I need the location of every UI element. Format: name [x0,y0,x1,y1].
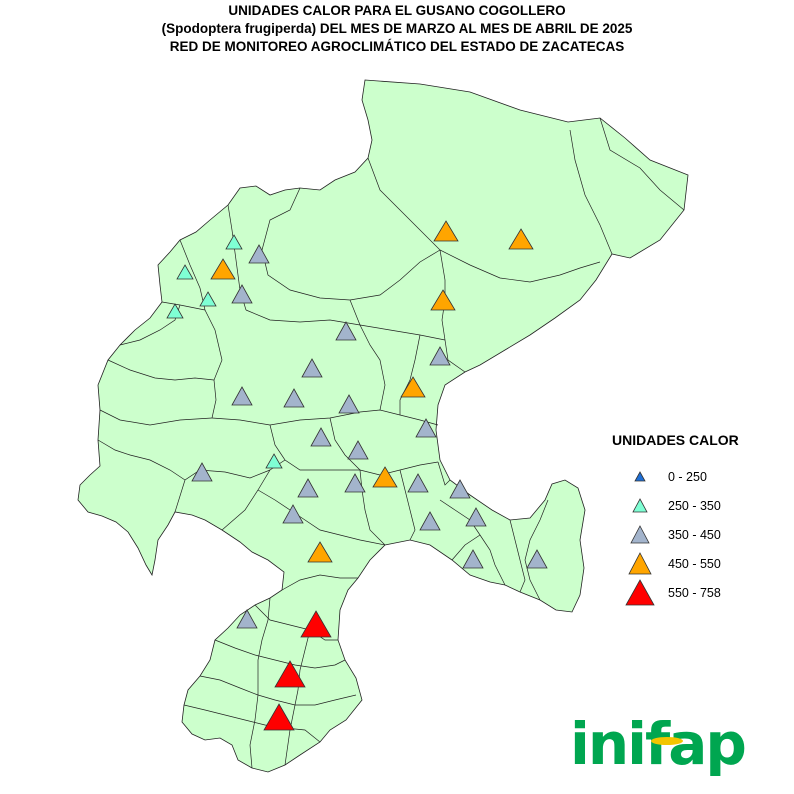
station-marker [335,321,357,341]
inifap-logo-graphic: inifap [570,710,747,778]
legend-item: 450 - 550 [612,549,782,578]
map-title: UNIDADES CALOR PARA EL GUSANO COGOLLERO … [0,2,794,56]
legend-label-1: 250 - 350 [668,498,721,513]
station-marker [372,466,398,488]
legend-item: 250 - 350 [612,491,782,520]
title-line-3: RED DE MONITOREO AGROCLIMÁTICO DEL ESTAD… [169,39,625,54]
legend-label-2: 350 - 450 [668,527,721,542]
legend: UNIDADES CALOR 0 - 250 250 - 350 350 - 4… [612,432,782,607]
station-marker [176,264,194,280]
station-marker [407,473,429,493]
station-marker [347,440,369,460]
station-marker [297,478,319,498]
legend-label-4: 550 - 758 [668,585,721,600]
station-marker [225,234,243,250]
station-marker [199,291,217,307]
station-marker [338,394,360,414]
station-marker [263,703,295,731]
inifap-logo: inifap [570,702,770,787]
station-marker [344,473,366,493]
station-marker [508,228,534,250]
station-marker [300,610,332,638]
station-marker [429,346,451,366]
station-marker [526,549,548,569]
legend-symbol-0 [634,470,646,481]
station-marker [265,453,283,469]
station-marker [307,541,333,563]
station-marker [433,220,459,242]
station-marker [248,244,270,264]
station-marker [236,609,258,629]
station-marker [465,507,487,527]
legend-item: 0 - 250 [612,462,782,491]
legend-label-0: 0 - 250 [668,469,707,484]
station-marker [283,388,305,408]
station-marker [274,660,306,688]
station-marker [231,284,253,304]
title-line-1: UNIDADES CALOR PARA EL GUSANO COGOLLERO [228,3,566,18]
station-marker [301,358,323,378]
legend-symbol-1 [632,497,648,512]
legend-title: UNIDADES CALOR [612,432,739,448]
municipal-boundaries [97,117,685,769]
station-marker [419,511,441,531]
legend-item: 550 - 758 [612,578,782,607]
station-marker [191,462,213,482]
station-markers [166,220,548,731]
legend-item: 350 - 450 [612,520,782,549]
station-marker [430,289,456,311]
legend-label-3: 450 - 550 [668,556,721,571]
station-marker [449,479,471,499]
logo-accent-mark [651,737,683,745]
station-marker [415,418,437,438]
station-marker [282,504,304,524]
legend-symbol-4 [625,578,655,605]
title-line-2: (Spodoptera frugiperda) DEL MES DE MARZO… [161,21,633,36]
station-marker [462,549,484,569]
station-marker [400,376,426,398]
state-outline [77,79,689,773]
station-marker [310,427,332,447]
station-marker [166,303,184,319]
station-marker [210,258,236,280]
legend-symbol-2 [630,524,650,543]
legend-symbol-3 [628,551,652,574]
station-marker [231,386,253,406]
